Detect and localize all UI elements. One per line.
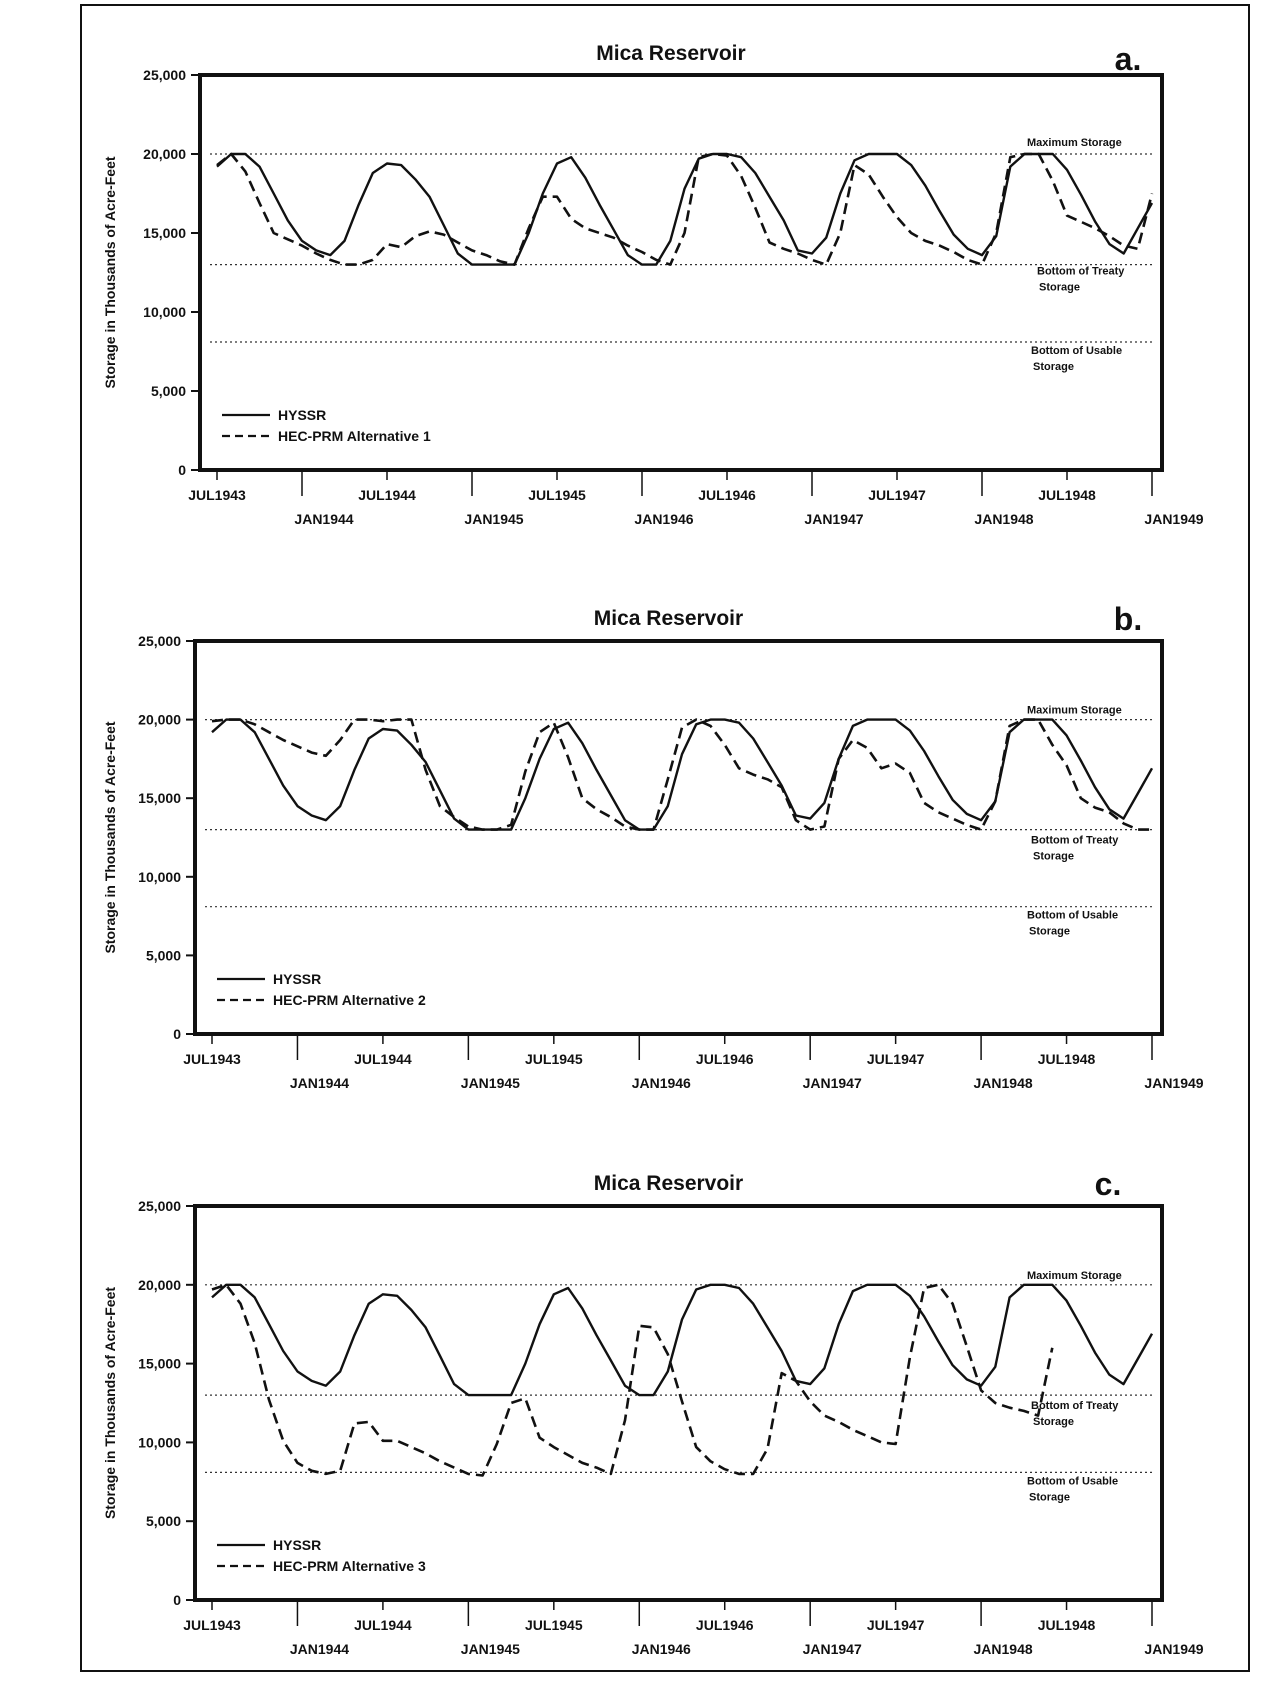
plot-area xyxy=(198,73,1164,472)
x-tick-label: JAN1946 xyxy=(632,1075,691,1091)
legend-label: HEC-PRM Alternative 1 xyxy=(278,428,431,444)
x-tick-label: JUL1945 xyxy=(528,487,586,503)
x-tick-label: JUL1944 xyxy=(358,487,416,503)
x-tick-label: JAN1948 xyxy=(974,1075,1033,1091)
x-tick-label: JAN1945 xyxy=(461,1641,520,1657)
reference-label: Maximum Storage xyxy=(1027,1270,1122,1282)
x-tick-label: JUL1944 xyxy=(354,1617,412,1633)
y-axis-label: Storage in Thousands of Acre-Feet xyxy=(102,1287,118,1519)
y-axis-label: Storage in Thousands of Acre-Feet xyxy=(102,156,118,388)
y-tick-label: 5,000 xyxy=(146,947,181,963)
x-tick-label: JUL1943 xyxy=(183,1617,241,1633)
legend-label: HEC-PRM Alternative 2 xyxy=(273,992,426,1008)
x-tick-label: JAN1946 xyxy=(634,511,693,527)
x-tick-label: JAN1946 xyxy=(632,1641,691,1657)
y-tick-label: 25,000 xyxy=(138,633,181,649)
series-line-hyssr xyxy=(211,718,1154,831)
x-tick-label: JAN1947 xyxy=(803,1641,862,1657)
x-tick-label: JUL1945 xyxy=(525,1051,583,1067)
chart-title: Mica Reservoir xyxy=(596,42,745,65)
x-tick-label: JAN1944 xyxy=(290,1075,349,1091)
chart-panel-a: Mica Reservoir a. 0 5,000 10,000 15,000 20,000… xyxy=(102,41,1204,527)
reference-label: Bottom of Usable Storage xyxy=(1031,345,1122,373)
x-tick-label: JUL1943 xyxy=(183,1051,241,1067)
y-tick-label: 15,000 xyxy=(138,1356,181,1372)
x-tick-label: JUL1947 xyxy=(868,487,926,503)
legend-label: HYSSR xyxy=(273,971,321,987)
y-tick-label: 20,000 xyxy=(143,146,186,162)
panel-label: a. xyxy=(1115,41,1142,77)
panel-label: c. xyxy=(1095,1166,1122,1202)
reference-label: Bottom of Treaty Storage xyxy=(1031,835,1119,863)
x-tick-label: JUL1943 xyxy=(188,487,246,503)
x-tick-label: JUL1948 xyxy=(1038,1051,1096,1067)
x-tick-label: JAN1948 xyxy=(974,1641,1033,1657)
reference-label: Maximum Storage xyxy=(1027,705,1122,717)
x-tick-label: JUL1947 xyxy=(867,1051,925,1067)
y-tick-label: 15,000 xyxy=(138,790,181,806)
x-tick-label: JUL1948 xyxy=(1038,487,1096,503)
legend-label: HYSSR xyxy=(278,407,326,423)
x-tick-label: JAN1944 xyxy=(290,1641,349,1657)
chart-panel-c: Mica Reservoir c. 0 5,000 10,000 15,000 20,000… xyxy=(102,1166,1204,1657)
x-tick-label: JAN1949 xyxy=(1144,1641,1203,1657)
x-tick-label: JUL1944 xyxy=(354,1051,412,1067)
reference-label: Bottom of Treaty Storage xyxy=(1037,266,1125,294)
x-tick-label: JUL1946 xyxy=(696,1051,754,1067)
x-tick-label: JUL1946 xyxy=(698,487,756,503)
x-tick-label: JUL1948 xyxy=(1038,1617,1096,1633)
figure-frame xyxy=(80,4,1250,1672)
y-tick-label: 25,000 xyxy=(138,1198,181,1214)
y-tick-label: 0 xyxy=(178,462,186,478)
chart-title: Mica Reservoir xyxy=(594,1172,743,1195)
y-tick-label: 20,000 xyxy=(138,712,181,728)
plot-area xyxy=(193,1204,1164,1602)
y-tick-label: 0 xyxy=(173,1592,181,1608)
series-line-hec-prm xyxy=(216,152,1154,266)
y-tick-label: 5,000 xyxy=(146,1513,181,1529)
y-tick-label: 10,000 xyxy=(138,869,181,885)
x-tick-label: JAN1945 xyxy=(464,511,523,527)
y-tick-label: 5,000 xyxy=(151,383,186,399)
y-tick-label: 10,000 xyxy=(138,1434,181,1450)
x-tick-label: JAN1947 xyxy=(803,1075,862,1091)
x-tick-label: JAN1949 xyxy=(1144,511,1203,527)
series-line-hec-prm xyxy=(211,1283,1054,1477)
panel-label: b. xyxy=(1114,601,1142,637)
x-tick-label: JUL1947 xyxy=(867,1617,925,1633)
reference-label: Bottom of Treaty Storage xyxy=(1031,1400,1119,1428)
plot-area xyxy=(193,639,1164,1036)
x-tick-label: JAN1949 xyxy=(1144,1075,1203,1091)
reference-label: Bottom of Usable Storage xyxy=(1027,1475,1118,1503)
series-line-hyssr xyxy=(211,1283,1154,1397)
reference-label: Bottom of Usable Storage xyxy=(1027,910,1118,938)
x-tick-label: JAN1947 xyxy=(804,511,863,527)
x-tick-label: JAN1948 xyxy=(974,511,1033,527)
legend-label: HEC-PRM Alternative 3 xyxy=(273,1558,426,1574)
y-tick-label: 0 xyxy=(173,1026,181,1042)
x-tick-label: JUL1945 xyxy=(525,1617,583,1633)
chart-panel-b: Mica Reservoir b. 0 5,000 10,000 15,000 20,000… xyxy=(102,601,1204,1091)
x-tick-label: JAN1944 xyxy=(294,511,353,527)
series-line-hyssr xyxy=(216,152,1154,266)
y-tick-label: 10,000 xyxy=(143,304,186,320)
chart-title: Mica Reservoir xyxy=(594,607,743,630)
reference-label: Maximum Storage xyxy=(1027,137,1122,149)
y-tick-label: 25,000 xyxy=(143,67,186,83)
y-tick-label: 15,000 xyxy=(143,225,186,241)
series-line-hec-prm xyxy=(211,718,1152,831)
x-tick-label: JAN1945 xyxy=(461,1075,520,1091)
legend-label: HYSSR xyxy=(273,1537,321,1553)
x-tick-label: JUL1946 xyxy=(696,1617,754,1633)
y-tick-label: 20,000 xyxy=(138,1277,181,1293)
y-axis-label: Storage in Thousands of Acre-Feet xyxy=(102,721,118,953)
